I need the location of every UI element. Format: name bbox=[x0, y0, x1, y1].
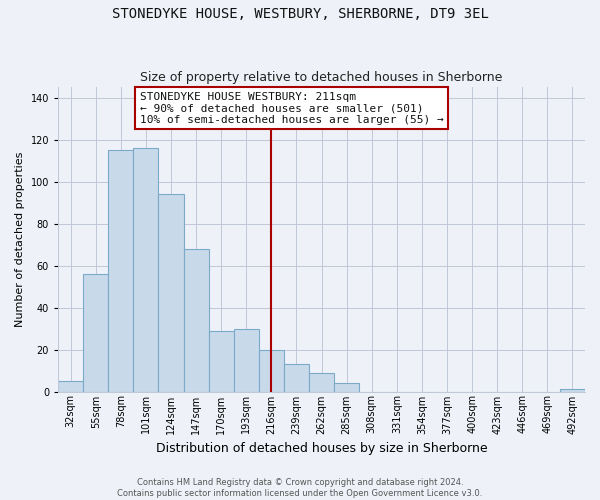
Bar bbox=[334, 383, 359, 392]
Bar bbox=[158, 194, 184, 392]
Text: STONEDYKE HOUSE WESTBURY: 211sqm
← 90% of detached houses are smaller (501)
10% : STONEDYKE HOUSE WESTBURY: 211sqm ← 90% o… bbox=[140, 92, 443, 125]
Bar bbox=[309, 372, 334, 392]
Bar bbox=[209, 330, 234, 392]
Bar bbox=[560, 390, 585, 392]
Text: Contains HM Land Registry data © Crown copyright and database right 2024.
Contai: Contains HM Land Registry data © Crown c… bbox=[118, 478, 482, 498]
Bar bbox=[284, 364, 309, 392]
Text: STONEDYKE HOUSE, WESTBURY, SHERBORNE, DT9 3EL: STONEDYKE HOUSE, WESTBURY, SHERBORNE, DT… bbox=[112, 8, 488, 22]
Title: Size of property relative to detached houses in Sherborne: Size of property relative to detached ho… bbox=[140, 72, 503, 85]
Bar bbox=[259, 350, 284, 392]
Bar bbox=[184, 248, 209, 392]
Bar bbox=[108, 150, 133, 392]
Bar bbox=[58, 381, 83, 392]
Bar bbox=[83, 274, 108, 392]
Bar bbox=[133, 148, 158, 392]
X-axis label: Distribution of detached houses by size in Sherborne: Distribution of detached houses by size … bbox=[156, 442, 487, 455]
Bar bbox=[234, 328, 259, 392]
Y-axis label: Number of detached properties: Number of detached properties bbox=[15, 152, 25, 327]
